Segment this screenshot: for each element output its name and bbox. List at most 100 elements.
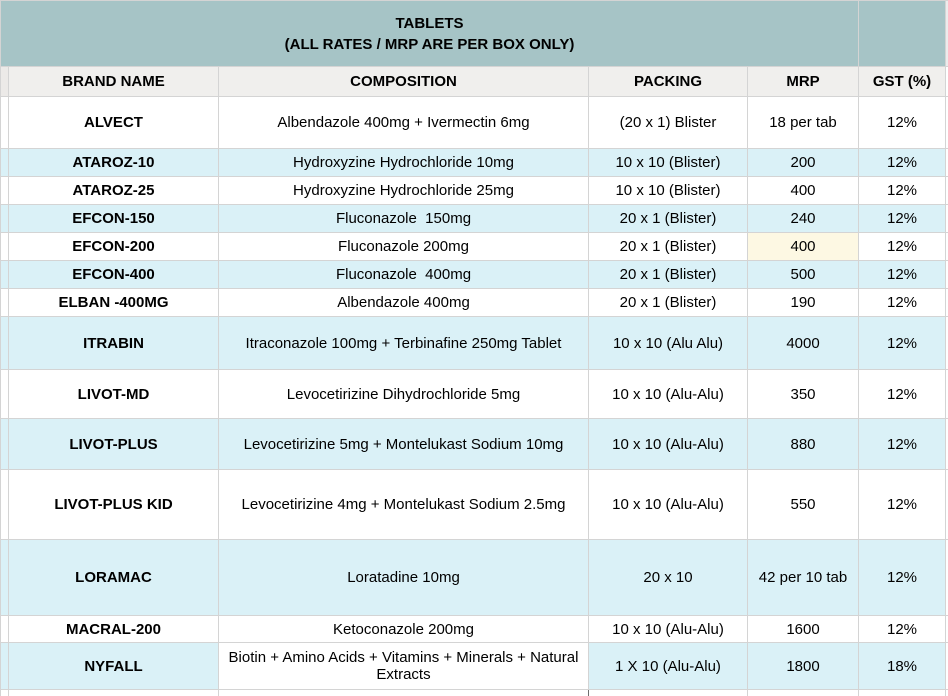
gst-cell[interactable]: 12%: [858, 469, 947, 540]
column-header-gst[interactable]: GST (%): [858, 66, 947, 97]
mrp-cell[interactable]: 190: [746, 288, 860, 317]
composition-cell[interactable]: Levocetirizine Dihydrochloride 5mg: [218, 369, 589, 419]
brand-cell[interactable]: ELBAN -400MG: [8, 288, 219, 317]
composition-cell[interactable]: Hydroxyzine Hydrochloride 25mg: [218, 176, 589, 205]
table-row: EFCON-200 Fluconazole 200mg 20 x 1 (Blis…: [0, 232, 948, 261]
composition-cell[interactable]: Ketoconazole 200mg: [218, 615, 589, 643]
table-row: ITRABIN Itraconazole 100mg + Terbinafine…: [0, 316, 948, 370]
brand-cell[interactable]: EFCON-200: [8, 232, 219, 261]
brand-cell[interactable]: EFCON-400: [8, 260, 219, 289]
column-header-mrp[interactable]: MRP: [746, 66, 860, 97]
left-gutter-cell: [0, 232, 9, 261]
brand-cell[interactable]: EFCON-150: [8, 204, 219, 233]
composition-cell[interactable]: [218, 689, 589, 696]
composition-cell[interactable]: Loratadine 10mg: [218, 539, 589, 616]
mrp-cell-highlighted[interactable]: 400: [746, 232, 860, 261]
packing-cell[interactable]: 10 x 10 (Alu Alu): [588, 316, 748, 370]
left-gutter-cell: [0, 204, 9, 233]
packing-cell[interactable]: 1 X 10 (Alu-Alu): [588, 642, 748, 690]
mrp-cell[interactable]: 200: [746, 148, 860, 177]
column-header-composition[interactable]: COMPOSITION: [218, 66, 589, 97]
packing-cell[interactable]: 20 x 1 (Blister): [588, 260, 748, 289]
mrp-cell[interactable]: 350: [746, 369, 860, 419]
packing-cell[interactable]: 10 x 10 (Alu-Alu): [588, 615, 748, 643]
sheet-title-banner[interactable]: TABLETS (ALL RATES / MRP ARE PER BOX ONL…: [0, 0, 860, 67]
composition-cell[interactable]: Levocetirizine 5mg + Montelukast Sodium …: [218, 418, 589, 470]
brand-cell[interactable]: ATAROZ-25: [8, 176, 219, 205]
mrp-cell[interactable]: 880: [746, 418, 860, 470]
left-gutter-cell: [0, 615, 9, 643]
table-row: ELBAN -400MG Albendazole 400mg 20 x 1 (B…: [0, 288, 948, 317]
composition-cell[interactable]: Fluconazole 150mg: [218, 204, 589, 233]
gst-cell[interactable]: 12%: [858, 288, 947, 317]
title-line-1: TABLETS: [395, 14, 464, 32]
left-gutter-cell: [0, 260, 9, 289]
mrp-cell[interactable]: 1600: [746, 615, 860, 643]
brand-cell[interactable]: NYFALL: [8, 642, 219, 690]
mrp-cell[interactable]: 240: [746, 204, 860, 233]
packing-cell[interactable]: 10 x 10 (Alu-Alu): [588, 418, 748, 470]
gst-cell[interactable]: 12%: [858, 176, 947, 205]
mrp-cell[interactable]: 400: [746, 176, 860, 205]
column-header-packing[interactable]: PACKING: [588, 66, 748, 97]
column-header-brand[interactable]: BRAND NAME: [8, 66, 219, 97]
table-row: ALVECT Albendazole 400mg + Ivermectin 6m…: [0, 96, 948, 149]
composition-cell-selected[interactable]: Biotin + Amino Acids + Vitamins + Minera…: [218, 642, 589, 690]
left-gutter-cell: [0, 96, 9, 149]
table-row: ATAROZ-25 Hydroxyzine Hydrochloride 25mg…: [0, 176, 948, 205]
table-row: EFCON-400 Fluconazole 400mg 20 x 1 (Blis…: [0, 260, 948, 289]
packing-cell[interactable]: 20 x 10: [588, 539, 748, 616]
packing-cell[interactable]: 20 x 1 (Blister): [588, 288, 748, 317]
composition-cell[interactable]: Itraconazole 100mg + Terbinafine 250mg T…: [218, 316, 589, 370]
brand-cell[interactable]: ITRABIN: [8, 316, 219, 370]
packing-cell[interactable]: 20 x 1 (Blister): [588, 204, 748, 233]
title-line-2: (ALL RATES / MRP ARE PER BOX ONLY): [284, 35, 575, 53]
gst-cell[interactable]: 12%: [858, 232, 947, 261]
composition-cell[interactable]: Levocetirizine 4mg + Montelukast Sodium …: [218, 469, 589, 540]
composition-cell[interactable]: Fluconazole 200mg: [218, 232, 589, 261]
gst-cell[interactable]: 12%: [858, 369, 947, 419]
mrp-cell[interactable]: 42 per 10 tab: [746, 539, 860, 616]
left-gutter-cell: [0, 66, 9, 97]
packing-cell[interactable]: (20 x 1) Blister: [588, 96, 748, 149]
table-row: LIVOT-PLUS Levocetirizine 5mg + Monteluk…: [0, 418, 948, 470]
gst-cell[interactable]: 12%: [858, 260, 947, 289]
gst-cell[interactable]: 12%: [858, 316, 947, 370]
packing-cell[interactable]: 10 x 10 (Blister): [588, 148, 748, 177]
mrp-cell[interactable]: 1800: [746, 642, 860, 690]
composition-cell[interactable]: Fluconazole 400mg: [218, 260, 589, 289]
brand-cell[interactable]: ALVECT: [8, 96, 219, 149]
packing-cell[interactable]: 10 x 10 (Blister): [588, 176, 748, 205]
packing-cell[interactable]: [588, 689, 748, 696]
mrp-cell[interactable]: 550: [746, 469, 860, 540]
composition-cell[interactable]: Albendazole 400mg: [218, 288, 589, 317]
table-row: LIVOT-MD Levocetirizine Dihydrochloride …: [0, 369, 948, 419]
packing-cell[interactable]: 10 x 10 (Alu-Alu): [588, 369, 748, 419]
gst-cell[interactable]: 12%: [858, 204, 947, 233]
composition-cell[interactable]: Hydroxyzine Hydrochloride 10mg: [218, 148, 589, 177]
packing-cell[interactable]: 10 x 10 (Alu-Alu): [588, 469, 748, 540]
gst-cell[interactable]: 12%: [858, 539, 947, 616]
brand-cell[interactable]: ATAROZ-10: [8, 148, 219, 177]
packing-cell[interactable]: 20 x 1 (Blister): [588, 232, 748, 261]
brand-cell[interactable]: MACRAL-200: [8, 615, 219, 643]
brand-cell[interactable]: LORAMAC: [8, 539, 219, 616]
gst-cell[interactable]: [858, 689, 947, 696]
mrp-cell[interactable]: 18 per tab: [746, 96, 860, 149]
gst-cell[interactable]: 12%: [858, 615, 947, 643]
gst-cell[interactable]: 12%: [858, 148, 947, 177]
left-gutter-cell: [0, 316, 9, 370]
gst-cell[interactable]: 12%: [858, 418, 947, 470]
brand-cell[interactable]: LIVOT-MD: [8, 369, 219, 419]
composition-cell[interactable]: Albendazole 400mg + Ivermectin 6mg: [218, 96, 589, 149]
table-row: MACRAL-200 Ketoconazole 200mg 10 x 10 (A…: [0, 615, 948, 643]
gst-cell[interactable]: 18%: [858, 642, 947, 690]
mrp-cell[interactable]: 4000: [746, 316, 860, 370]
mrp-cell[interactable]: 500: [746, 260, 860, 289]
brand-cell[interactable]: LIVOT-PLUS: [8, 418, 219, 470]
brand-cell[interactable]: LIVOT-PLUS KID: [8, 469, 219, 540]
mrp-cell[interactable]: [746, 689, 860, 696]
banner-gst-cell[interactable]: [858, 0, 947, 67]
gst-cell[interactable]: 12%: [858, 96, 947, 149]
brand-cell[interactable]: [8, 689, 219, 696]
